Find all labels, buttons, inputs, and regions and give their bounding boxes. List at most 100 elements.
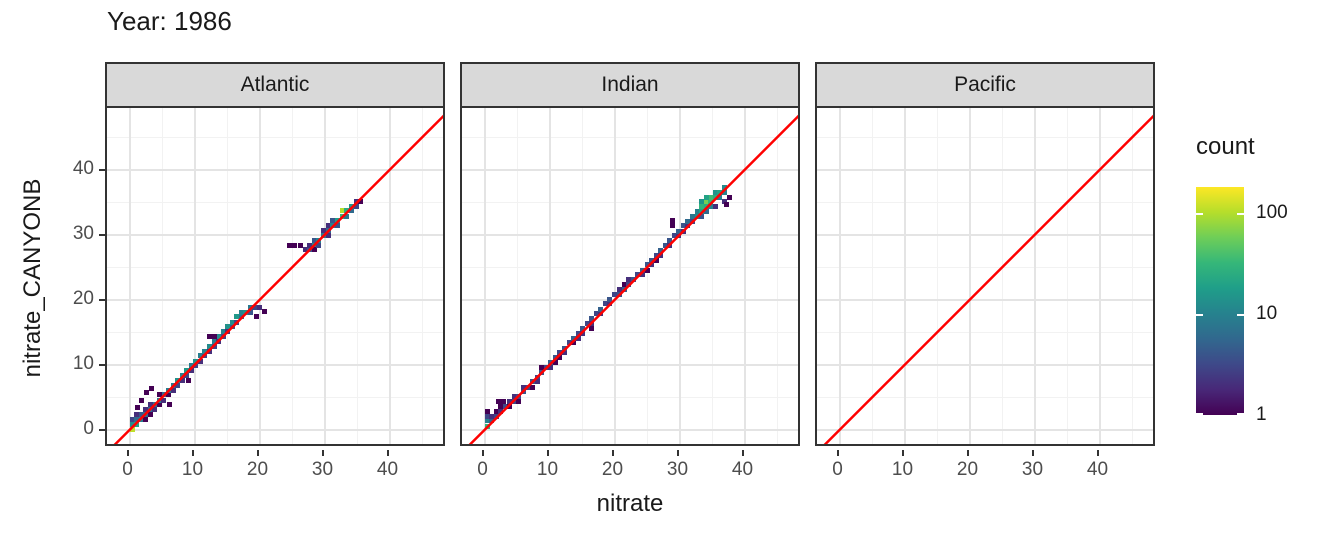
x-tick-mark xyxy=(676,450,679,456)
plot-title: Year: 1986 xyxy=(107,6,232,36)
bin2d-cell xyxy=(188,363,194,369)
bin2d-cell xyxy=(149,385,155,391)
gridline-major-v xyxy=(548,108,551,444)
bin2d-cell xyxy=(339,208,345,214)
bin2d-cell xyxy=(292,242,298,248)
facet-strip: Indian xyxy=(460,62,800,108)
bin2d-cell xyxy=(580,326,586,332)
gridline-minor-h xyxy=(817,397,1153,398)
bin2d-cell xyxy=(188,368,194,374)
bin2d-cell xyxy=(216,333,222,339)
bin2d-cell xyxy=(134,422,140,428)
y-tick-mark xyxy=(99,234,105,236)
bin2d-cell xyxy=(598,306,604,312)
y-axis-title: nitrate_CANYONB xyxy=(19,178,46,378)
legend-title: count xyxy=(1196,133,1255,160)
bin2d-cell xyxy=(321,227,327,233)
bin2d-cell xyxy=(639,267,645,273)
gridline-major-v xyxy=(743,108,746,444)
bin2d-cell xyxy=(685,218,691,224)
gridline-major-h xyxy=(817,364,1153,366)
facet-strip: Pacific xyxy=(815,62,1155,108)
gridline-minor-h xyxy=(817,137,1153,138)
bin2d-cell xyxy=(721,189,727,195)
x-tick-label: 20 xyxy=(246,459,269,480)
bin2d-cell xyxy=(225,324,231,330)
x-tick-label: 10 xyxy=(891,459,914,480)
bin2d-cell xyxy=(330,218,336,224)
bin2d-cell xyxy=(134,417,140,423)
bin2d-cell xyxy=(575,335,581,341)
bin2d-cell xyxy=(134,411,140,417)
legend-tick-mark xyxy=(1196,413,1203,415)
x-axis: 0 10 20 30 40 xyxy=(815,450,1155,490)
gridline-minor-h xyxy=(462,202,798,203)
bin2d-cell xyxy=(147,402,153,408)
bin2d-cell xyxy=(220,329,226,335)
x-tick-label: 20 xyxy=(956,459,979,480)
y-tick-mark xyxy=(99,299,105,301)
gridline-major-v xyxy=(968,108,971,444)
bin2d-cell xyxy=(197,353,203,359)
x-tick-label: 30 xyxy=(311,459,334,480)
gridline-major-v xyxy=(678,108,681,444)
legend-colorbar xyxy=(1196,187,1244,415)
bin2d-cell xyxy=(649,257,655,263)
bin2d-cell xyxy=(589,326,595,332)
legend-tick-mark xyxy=(1196,313,1203,316)
bin2d-cell xyxy=(179,378,185,384)
bin2d-cell xyxy=(247,309,253,315)
gridline-major-h xyxy=(107,429,443,431)
bin2d-cell xyxy=(721,185,727,191)
x-tick-label: 0 xyxy=(832,459,843,480)
y-tick-label: 30 xyxy=(72,223,94,244)
bin2d-cell xyxy=(699,199,705,205)
bin2d-cell xyxy=(206,343,212,349)
bin2d-cell xyxy=(548,365,554,371)
bin2d-cell xyxy=(234,314,240,320)
x-tick-label: 10 xyxy=(181,459,204,480)
bin2d-cell xyxy=(612,291,617,297)
y-tick-label: 10 xyxy=(72,353,94,374)
bin2d-cell xyxy=(257,304,262,310)
bin2d-cell xyxy=(316,242,322,248)
bin2d-cell xyxy=(353,198,359,204)
gridline-major-v xyxy=(1098,108,1101,444)
gridline-minor-v xyxy=(1066,108,1068,444)
bin2d-cell xyxy=(139,397,145,403)
facet-column-atlantic: Atlantic 0 10 20 30 40 xyxy=(105,62,445,480)
bin2d-cell xyxy=(311,237,317,243)
bin2d-cell xyxy=(534,379,540,385)
bin2d-cell xyxy=(690,213,695,219)
gridline-minor-v xyxy=(226,108,228,444)
legend-tick-mark xyxy=(1196,212,1203,215)
bin2d-cell xyxy=(297,242,303,248)
bin2d-cell xyxy=(571,340,577,346)
bin2d-cell xyxy=(156,392,162,398)
bin2d-cell xyxy=(496,398,502,404)
x-tick-mark xyxy=(901,450,904,456)
x-tick-mark xyxy=(546,450,549,456)
bin2d-cell xyxy=(653,252,659,258)
gridline-major-v xyxy=(838,108,841,444)
identity-line xyxy=(468,114,798,444)
bin2d-cell xyxy=(147,411,153,417)
gridline-minor-h xyxy=(817,267,1153,268)
legend-tick-mark xyxy=(1237,313,1244,316)
x-axis: 0 10 20 30 40 xyxy=(105,450,445,490)
gridline-minor-v xyxy=(291,108,293,444)
bin2d-cell xyxy=(252,304,258,310)
bin2d-cell xyxy=(703,203,709,209)
gridline-major-h xyxy=(817,169,1153,171)
gridline-major-h xyxy=(107,364,443,366)
bin2d-cell xyxy=(571,335,577,341)
panel-atlantic xyxy=(105,108,445,446)
gridline-minor-h xyxy=(462,137,798,138)
bin2d-cell xyxy=(348,208,354,214)
bin2d-cell xyxy=(658,248,664,254)
bin2d-cell xyxy=(184,368,190,374)
gridline-major-h xyxy=(107,234,443,236)
gridline-major-v xyxy=(323,108,326,444)
x-tick-label: 40 xyxy=(1086,459,1109,480)
bin2d-cell xyxy=(307,242,313,248)
